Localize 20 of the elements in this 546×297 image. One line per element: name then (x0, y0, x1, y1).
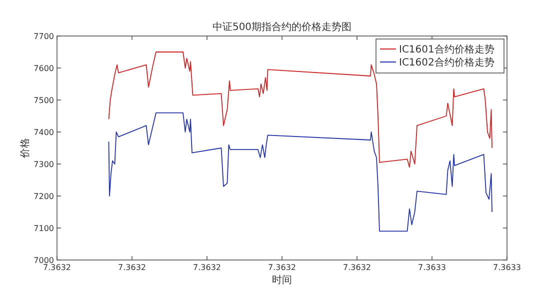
y-tick-label: 7300 (34, 160, 54, 169)
x-tick-label: 7.3632 (118, 263, 146, 272)
y-tick-label: 7100 (34, 224, 54, 233)
y-tick-label: 7000 (34, 256, 54, 265)
x-tick-label: 7.3632 (268, 263, 296, 272)
x-tick-label: 7.3633 (418, 263, 446, 272)
legend-label: IC1602合约价格走势 (399, 56, 494, 68)
y-tick-label: 7400 (34, 128, 54, 137)
y-tick-label: 7200 (34, 192, 54, 201)
x-tick-label: 7.3633 (493, 263, 521, 272)
chart-title: 中证500期指合约的价格走势图 (212, 21, 352, 33)
legend-label: IC1601合约价格走势 (399, 44, 494, 56)
x-axis-title: 时间 (272, 274, 292, 286)
x-tick-label: 7.3632 (193, 263, 221, 272)
x-tick-label: 7.3632 (43, 263, 71, 272)
x-tick-label: 7.3632 (343, 263, 371, 272)
y-tick-label: 7500 (34, 96, 54, 105)
y-tick-label: 7700 (34, 32, 54, 41)
y-tick-label: 7600 (34, 64, 54, 73)
y-axis-title: 价格 (19, 138, 31, 159)
